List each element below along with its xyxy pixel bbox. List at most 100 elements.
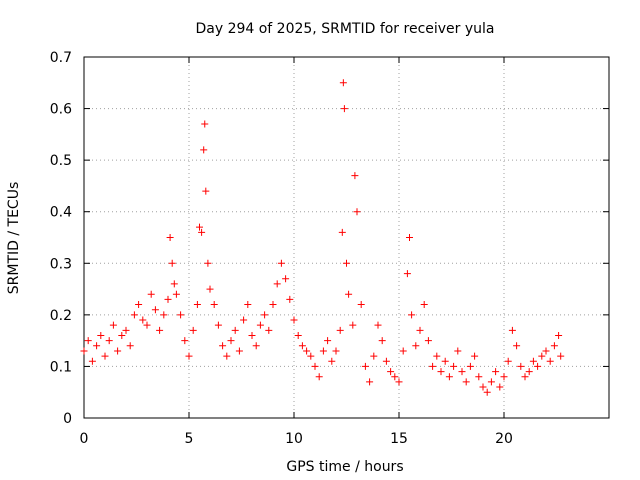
data-point — [395, 378, 403, 386]
y-tick-label: 0.1 — [50, 359, 72, 375]
data-point — [374, 321, 382, 329]
data-point — [399, 347, 407, 355]
data-point — [143, 321, 151, 329]
data-point — [244, 301, 252, 309]
data-point — [122, 326, 130, 334]
data-point — [80, 347, 88, 355]
data-point — [370, 352, 378, 360]
data-point — [462, 378, 470, 386]
data-point — [303, 347, 311, 355]
data-point — [240, 316, 248, 324]
data-point — [378, 337, 386, 345]
data-point — [529, 357, 537, 365]
x-tick-label: 10 — [285, 431, 303, 447]
data-point — [273, 280, 281, 288]
data-point — [353, 208, 361, 216]
data-point — [214, 321, 222, 329]
data-point — [487, 378, 495, 386]
data-point — [328, 357, 336, 365]
data-point — [471, 352, 479, 360]
x-tick-label: 5 — [185, 431, 194, 447]
data-point — [345, 290, 353, 298]
data-point — [181, 337, 189, 345]
data-point — [88, 357, 96, 365]
data-point — [156, 326, 164, 334]
data-point — [349, 321, 357, 329]
data-point — [101, 352, 109, 360]
data-point — [160, 311, 168, 319]
data-point — [164, 295, 172, 303]
data-point — [555, 331, 563, 339]
data-point — [126, 342, 134, 350]
data-point — [340, 105, 348, 113]
data-point — [339, 79, 347, 87]
data-point — [286, 295, 294, 303]
data-point — [172, 290, 180, 298]
data-point — [550, 342, 558, 350]
data-point — [200, 146, 208, 154]
y-tick-label: 0 — [63, 411, 72, 427]
data-point — [319, 347, 327, 355]
data-point — [406, 234, 413, 241]
data-point — [252, 342, 260, 350]
data-point — [521, 373, 529, 381]
data-point — [538, 352, 546, 360]
data-point — [265, 326, 273, 334]
data-point — [248, 331, 256, 339]
data-point — [166, 234, 174, 241]
data-point — [307, 352, 315, 360]
data-point — [168, 259, 176, 267]
data-point — [557, 352, 565, 360]
data-point — [479, 383, 487, 391]
data-point — [219, 342, 227, 350]
data-point — [139, 316, 147, 324]
data-point — [177, 311, 185, 319]
x-tick-label: 15 — [390, 431, 408, 447]
data-point — [227, 337, 235, 345]
data-point — [93, 342, 101, 350]
data-point — [336, 326, 344, 334]
data-point — [338, 228, 346, 236]
y-tick-label: 0.3 — [50, 256, 72, 272]
data-point — [429, 362, 437, 370]
y-tick-label: 0.6 — [50, 102, 72, 118]
data-point — [492, 368, 500, 376]
y-tick-label: 0.4 — [50, 205, 72, 221]
data-point — [542, 347, 550, 355]
data-point — [118, 331, 126, 339]
plot-frame — [83, 56, 610, 419]
data-point — [546, 357, 554, 365]
data-point — [513, 342, 521, 350]
y-axis-label: SRMTID / TECUs — [6, 182, 22, 295]
y-tick-label: 0.5 — [50, 153, 72, 169]
data-point — [508, 326, 516, 334]
data-point — [466, 362, 474, 370]
chart-title: Day 294 of 2025, SRMTID for receiver yul… — [195, 21, 494, 37]
data-point — [391, 373, 399, 381]
data-point — [282, 275, 290, 283]
data-point — [294, 331, 302, 339]
data-point — [105, 337, 113, 345]
data-points — [80, 79, 565, 396]
data-point — [332, 347, 340, 355]
data-point — [235, 347, 243, 355]
data-point — [202, 187, 210, 195]
data-point — [196, 223, 203, 231]
data-point — [256, 321, 264, 329]
data-point — [420, 301, 428, 309]
data-point — [412, 342, 420, 350]
data-point — [193, 301, 201, 309]
data-point — [290, 316, 298, 324]
data-point — [534, 362, 542, 370]
data-point — [324, 337, 332, 345]
data-point — [84, 337, 92, 345]
data-point — [343, 259, 350, 267]
data-point — [361, 362, 369, 370]
data-point — [382, 357, 390, 365]
data-point — [151, 306, 159, 314]
data-point — [130, 311, 138, 319]
y-tick-label: 0.7 — [50, 50, 72, 66]
data-point — [416, 326, 424, 334]
data-point — [204, 259, 212, 267]
data-point — [210, 301, 218, 309]
